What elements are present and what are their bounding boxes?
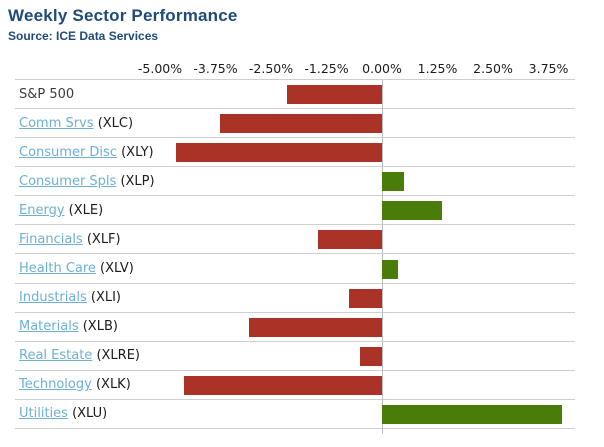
- sector-ticker: (XLB): [78, 319, 118, 335]
- sector-row: Comm Srvs (XLC): [15, 109, 575, 139]
- sector-row: Consumer Disc (XLY): [15, 138, 575, 168]
- page-title: Weekly Sector Performance: [8, 6, 238, 25]
- sector-row: Real Estate (XLRE): [15, 342, 575, 371]
- sector-link[interactable]: Industrials: [19, 290, 87, 306]
- sector-row: Technology (XLK): [15, 371, 575, 400]
- sector-row-label: Energy (XLE): [15, 203, 103, 218]
- sector-row: Health Care (XLV): [15, 255, 575, 284]
- performance-bar: [286, 85, 382, 105]
- performance-bar: [184, 375, 382, 395]
- x-axis: -5.00% -3.75% -2.50% -1.25% 0.00% 1.25% 2.50% 3…: [0, 0, 604, 79]
- sector-link[interactable]: Materials: [19, 319, 79, 335]
- sector-link[interactable]: Consumer Spls: [19, 173, 117, 189]
- x-axis-tick-label: -3.75%: [193, 61, 238, 76]
- sector-row: Energy (XLE): [15, 196, 575, 226]
- sector-row-label: Materials (XLB): [15, 319, 118, 334]
- x-axis-tick-label: 1.25%: [417, 61, 458, 76]
- sector-row-label: Real Estate (XLRE): [15, 348, 140, 363]
- performance-bar: [348, 288, 382, 308]
- sector-row-label: Consumer Disc (XLY): [15, 145, 154, 160]
- sector-ticker: (XLF): [82, 231, 121, 247]
- sector-row: Materials (XLB): [15, 313, 575, 342]
- sector-ticker: (XLE): [64, 202, 104, 218]
- x-axis-tick-label: 0.00%: [362, 61, 402, 76]
- sector-ticker: (XLV): [95, 261, 134, 277]
- sector-ticker: (XLU): [67, 406, 108, 422]
- sector-row-label: Consumer Spls (XLP): [15, 174, 155, 189]
- sector-ticker: (XLK): [91, 377, 131, 393]
- x-axis-tick-label: 2.50%: [473, 61, 513, 76]
- sector-row-label: Health Care (XLV): [15, 261, 134, 276]
- sector-row: S&P 500: [15, 80, 575, 110]
- performance-bar: [175, 143, 382, 163]
- sector-row-label: Financials (XLF): [15, 232, 121, 247]
- x-axis-tick-label: -2.50%: [248, 61, 294, 76]
- performance-bar: [248, 317, 382, 337]
- sector-row-label: Utilities (XLU): [15, 406, 107, 421]
- sector-link[interactable]: Health Care: [19, 261, 96, 277]
- sector-link[interactable]: Energy: [19, 202, 65, 218]
- performance-bar: [317, 230, 382, 250]
- sector-row-label: S&P 500: [15, 87, 74, 102]
- performance-bar: [359, 346, 382, 366]
- sector-row-label: Industrials (XLI): [15, 290, 121, 305]
- sector-row: Industrials (XLI): [15, 284, 575, 313]
- sector-row: Consumer Spls (XLP): [15, 167, 575, 197]
- sector-ticker: (XLP): [116, 173, 155, 189]
- sector-ticker: (XLI): [86, 290, 122, 306]
- x-axis-tick-label: 3.75%: [528, 61, 569, 76]
- sector-row: Financials (XLF): [15, 225, 575, 255]
- sector-row-label: Comm Srvs (XLC): [15, 116, 133, 131]
- sector-link[interactable]: Real Estate: [19, 348, 93, 364]
- x-axis-tick-label: -1.25%: [304, 61, 349, 76]
- sector-ticker: (XLY): [116, 144, 154, 160]
- zero-axis-line: [382, 80, 383, 434]
- sector-link[interactable]: Technology: [19, 377, 92, 393]
- performance-bar: [382, 172, 405, 192]
- sector-ticker: (XLC): [93, 115, 134, 131]
- sector-row: Utilities (XLU): [15, 400, 575, 429]
- x-axis-tick-label: -5.00%: [137, 61, 183, 76]
- source-label: Source: ICE Data Services: [8, 29, 159, 43]
- plot-area: S&P 500 Comm Srvs (XLC) Consumer Disc (XLY…: [15, 79, 575, 434]
- sector-link[interactable]: Financials: [19, 231, 83, 247]
- sector-link[interactable]: Consumer Disc: [19, 144, 117, 160]
- performance-bar: [382, 259, 398, 279]
- sector-row-label: Technology (XLK): [15, 377, 131, 392]
- performance-bar: [382, 201, 442, 221]
- sector-link[interactable]: Utilities: [19, 406, 68, 422]
- sector-link[interactable]: Comm Srvs: [19, 115, 94, 131]
- sector-label: S&P 500: [19, 86, 75, 102]
- performance-bar: [382, 404, 562, 424]
- performance-bar: [219, 114, 382, 134]
- sector-ticker: (XLRE): [92, 348, 140, 364]
